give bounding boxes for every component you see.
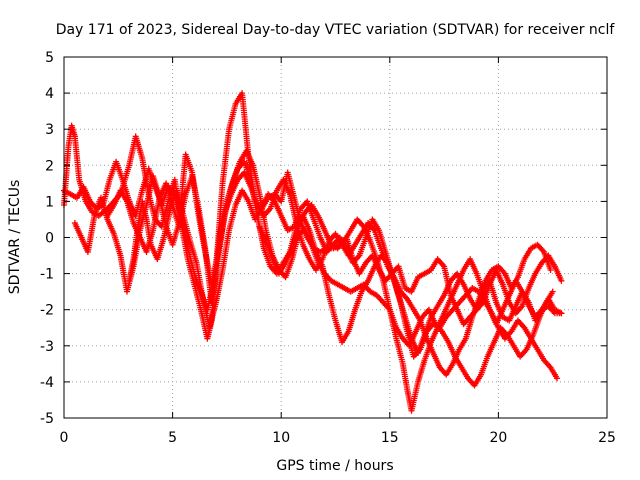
data-point xyxy=(547,266,554,273)
x-tick-label: 20 xyxy=(489,430,507,446)
x-tick-label: 10 xyxy=(272,430,290,446)
x-tick-label: 15 xyxy=(381,430,399,446)
x-axis-label: GPS time / hours xyxy=(276,458,393,474)
y-tick-label: 0 xyxy=(45,231,54,247)
axes: 0 5 10 15 20 25 -5 -4 -3 -2 -1 0 1 2 3 4 5 xyxy=(40,50,616,446)
x-tick-label: 25 xyxy=(598,430,616,446)
x-tick-label: 5 xyxy=(168,430,177,446)
y-tick-label: 4 xyxy=(45,86,54,102)
data-point xyxy=(549,288,556,295)
series-track-6 xyxy=(256,202,565,414)
data-point xyxy=(558,277,565,284)
data-markers xyxy=(61,90,565,414)
y-tick-label: -5 xyxy=(40,411,54,427)
y-axis-label: SDTVAR / TECUs xyxy=(7,180,23,295)
y-tick-label: 5 xyxy=(45,50,54,66)
y-tick-label: -3 xyxy=(40,339,54,355)
chart-title: Day 171 of 2023, Sidereal Day-to-day VTE… xyxy=(56,22,616,38)
y-tick-label: -1 xyxy=(40,267,54,283)
data-point xyxy=(558,310,565,317)
y-tick-label: 3 xyxy=(45,122,54,138)
y-tick-label: -4 xyxy=(40,375,54,391)
series-track-5 xyxy=(126,187,565,357)
y-tick-label: 1 xyxy=(45,194,54,210)
y-tick-label: 2 xyxy=(45,158,54,174)
data-point xyxy=(554,375,561,382)
y-tick-label: -2 xyxy=(40,303,54,319)
x-tick-label: 0 xyxy=(60,430,69,446)
